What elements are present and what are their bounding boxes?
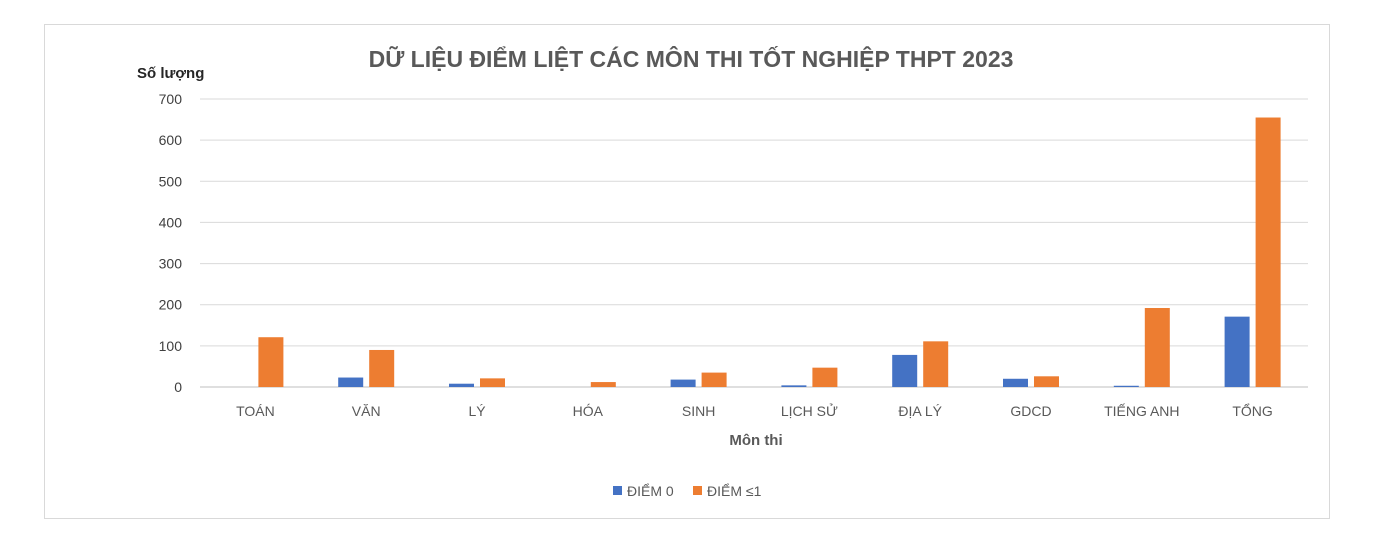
bar-diem-le-1 bbox=[1144, 308, 1170, 387]
bar-diem-le-1 bbox=[1255, 117, 1281, 387]
gridlines bbox=[200, 98, 1308, 388]
y-tick-label: 600 bbox=[159, 132, 183, 148]
bar-diem-0 bbox=[670, 379, 696, 387]
y-tick-label: 100 bbox=[159, 338, 183, 354]
bar-diem-le-1 bbox=[590, 382, 616, 387]
y-tick-label: 300 bbox=[159, 256, 183, 272]
bar-diem-0 bbox=[338, 377, 364, 387]
y-tick-label: 400 bbox=[159, 214, 183, 230]
x-tick-label: LỊCH SỬ bbox=[781, 402, 838, 419]
bar-diem-le-1 bbox=[701, 372, 727, 387]
y-tick-label: 500 bbox=[159, 173, 183, 189]
legend-label: ĐIỂM ≤1 bbox=[707, 482, 762, 499]
bar-diem-le-1 bbox=[812, 367, 838, 387]
bar-diem-le-1 bbox=[1034, 376, 1059, 387]
legend-swatch bbox=[613, 486, 622, 495]
chart-title: DỮ LIỆU ĐIỂM LIỆT CÁC MÔN THI TỐT NGHIỆP… bbox=[369, 45, 1014, 72]
x-tick-label: ĐỊA LÝ bbox=[898, 403, 942, 419]
bar-diem-0 bbox=[1224, 316, 1250, 387]
bar-diem-le-1 bbox=[258, 337, 284, 387]
bar-diem-le-1 bbox=[369, 349, 395, 387]
bar-diem-0 bbox=[781, 385, 807, 387]
x-tick-label: SINH bbox=[682, 403, 715, 419]
y-axis-ticks: 0 100 200 300 400 500 600 700 bbox=[159, 91, 183, 395]
bar-diem-0 bbox=[1113, 385, 1139, 387]
y-axis-label: Số lượng bbox=[137, 65, 204, 82]
bar-diem-0 bbox=[1003, 378, 1028, 387]
y-tick-label: 0 bbox=[174, 379, 182, 395]
x-tick-label: LÝ bbox=[468, 403, 486, 419]
x-tick-label: GDCD bbox=[1010, 403, 1051, 419]
chart-frame: DỮ LIỆU ĐIỂM LIỆT CÁC MÔN THI TỐT NGHIỆP… bbox=[44, 24, 1330, 519]
legend: ĐIỂM 0 ĐIỂM ≤1 bbox=[613, 482, 762, 499]
x-tick-label: HÓA bbox=[573, 403, 604, 419]
x-tick-label: VĂN bbox=[352, 403, 381, 419]
x-tick-label: TỔNG bbox=[1232, 402, 1272, 419]
x-tick-label: TIẾNG ANH bbox=[1104, 403, 1179, 419]
bar-diem-0 bbox=[449, 383, 474, 387]
bar-diem-0 bbox=[892, 354, 918, 387]
bars bbox=[258, 117, 1281, 387]
bar-diem-le-1 bbox=[480, 378, 505, 387]
x-axis-ticks: TOÁN VĂN LÝ HÓA SINH LỊCH SỬ ĐỊA LÝ GDCD TIẾNG A… bbox=[236, 402, 1273, 419]
x-tick-label: TOÁN bbox=[236, 403, 275, 419]
legend-label: ĐIỂM 0 bbox=[627, 482, 674, 499]
y-tick-label: 700 bbox=[159, 91, 183, 107]
legend-swatch bbox=[693, 486, 702, 495]
y-tick-label: 200 bbox=[159, 297, 183, 313]
x-axis-label: Môn thi bbox=[729, 432, 782, 449]
bar-chart: DỮ LIỆU ĐIỂM LIỆT CÁC MÔN THI TỐT NGHIỆP… bbox=[137, 45, 1308, 499]
bar-diem-le-1 bbox=[923, 341, 949, 387]
